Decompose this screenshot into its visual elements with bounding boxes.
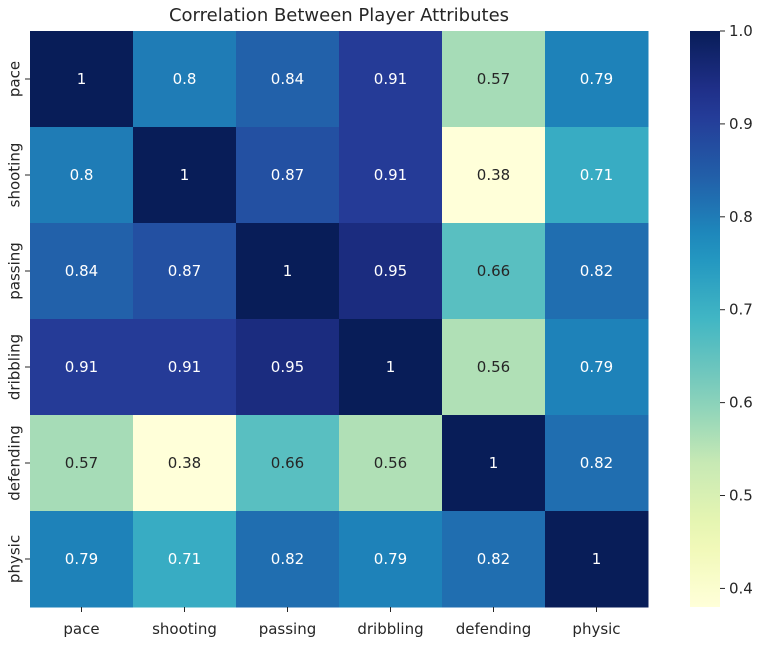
heatmap-cell-physic-passing (236, 511, 340, 608)
heatmap-cells (30, 31, 649, 608)
heatmap-cell-shooting-shooting (133, 127, 237, 224)
heatmap-cell-passing-dribbling (339, 223, 443, 320)
x-axis: pace shooting passing dribbling defending phy… (63, 607, 621, 638)
cell-value-label: 0.79 (580, 358, 613, 376)
y-tick-label-physic: physic (6, 535, 24, 583)
heatmap-cell-defending-passing (236, 415, 340, 512)
y-axis: pace shooting passing dribbling defending phy… (6, 61, 30, 583)
cell-value-label: 1 (489, 454, 499, 472)
cell-value-label: 0.87 (271, 166, 304, 184)
heatmap-cell-pace-dribbling (339, 31, 443, 128)
y-tick-label-pace: pace (6, 61, 24, 97)
heatmap-cell-dribbling-shooting (133, 319, 237, 416)
cell-value-label: 0.79 (374, 550, 407, 568)
cell-value-label: 0.71 (168, 550, 201, 568)
heatmap-cell-passing-defending (442, 223, 546, 320)
x-tick-label-physic: physic (572, 620, 620, 638)
cell-value-label: 0.82 (477, 550, 510, 568)
heatmap-cell-pace-passing (236, 31, 340, 128)
cell-value-label: 0.56 (374, 454, 407, 472)
heatmap-cell-passing-pace (30, 223, 134, 320)
cell-value-label: 0.71 (580, 166, 613, 184)
cell-value-label: 0.66 (271, 454, 304, 472)
colorbar-tick-label: 1.0 (729, 22, 753, 40)
chart-title: Correlation Between Player Attributes (169, 5, 509, 26)
heatmap-cell-physic-shooting (133, 511, 237, 608)
heatmap-cell-dribbling-pace (30, 319, 134, 416)
heatmap-cell-dribbling-dribbling (339, 319, 443, 416)
heatmap-cell-physic-physic (545, 511, 649, 608)
cell-value-label: 0.8 (173, 70, 197, 88)
cell-value-label: 1 (77, 70, 87, 88)
colorbar-tick-label: 0.6 (729, 394, 753, 412)
heatmap-cell-pace-shooting (133, 31, 237, 128)
cell-value-label: 0.91 (374, 166, 407, 184)
colorbar-tick-label: 0.5 (729, 487, 753, 505)
heatmap-cell-passing-passing (236, 223, 340, 320)
cell-value-label: 1 (386, 358, 396, 376)
cell-value-label: 0.57 (65, 454, 98, 472)
cell-value-label: 0.91 (374, 70, 407, 88)
heatmap-cell-defending-shooting (133, 415, 237, 512)
cell-value-label: 0.8 (70, 166, 94, 184)
cell-value-label: 1 (283, 262, 293, 280)
cell-value-label: 0.57 (477, 70, 510, 88)
heatmap-cell-shooting-physic (545, 127, 649, 224)
colorbar-tick-label: 0.4 (729, 579, 753, 597)
y-tick-label-shooting: shooting (6, 143, 24, 208)
x-tick-label-dribbling: dribbling (357, 620, 423, 638)
heatmap-cell-dribbling-defending (442, 319, 546, 416)
cell-value-label: 0.56 (477, 358, 510, 376)
cell-value-label: 1 (180, 166, 190, 184)
heatmap-cell-defending-defending (442, 415, 546, 512)
cell-value-label: 0.82 (580, 454, 613, 472)
cell-value-label: 0.95 (374, 262, 407, 280)
heatmap-cell-dribbling-passing (236, 319, 340, 416)
heatmap-cell-pace-defending (442, 31, 546, 128)
x-tick-label-defending: defending (456, 620, 531, 638)
y-tick-label-dribbling: dribbling (6, 334, 24, 400)
heatmap-cell-shooting-passing (236, 127, 340, 224)
heatmap-cell-shooting-pace (30, 127, 134, 224)
y-tick-label-defending: defending (6, 425, 24, 500)
cell-value-label: 0.66 (477, 262, 510, 280)
heatmap-cell-pace-pace (30, 31, 134, 128)
heatmap-cell-physic-dribbling (339, 511, 443, 608)
heatmap-cell-pace-physic (545, 31, 649, 128)
cell-value-label: 0.79 (65, 550, 98, 568)
heatmap-cell-defending-pace (30, 415, 134, 512)
colorbar-tick-label: 0.8 (729, 208, 753, 226)
heatmap-cell-dribbling-physic (545, 319, 649, 416)
cell-value-label: 0.38 (168, 454, 201, 472)
heatmap-cell-labels: 1 0.8 0.84 0.91 0.57 0.79 0.8 1 0.87 0.91 0.38 0.71… (65, 70, 613, 568)
cell-value-label: 0.82 (580, 262, 613, 280)
colorbar-tick-label: 0.7 (729, 301, 753, 319)
heatmap-cell-physic-pace (30, 511, 134, 608)
cell-value-label: 0.84 (271, 70, 304, 88)
cell-value-label: 0.87 (168, 262, 201, 280)
colorbar: 0.4 0.5 0.6 0.7 0.8 0.9 1.0 (690, 22, 753, 607)
cell-value-label: 0.82 (271, 550, 304, 568)
y-tick-label-passing: passing (6, 242, 24, 300)
x-tick-label-pace: pace (63, 620, 99, 638)
heatmap-cell-passing-shooting (133, 223, 237, 320)
cell-value-label: 0.38 (477, 166, 510, 184)
cell-value-label: 0.91 (168, 358, 201, 376)
cell-value-label: 0.84 (65, 262, 98, 280)
colorbar-gradient-bar (690, 31, 720, 607)
heatmap-cell-shooting-dribbling (339, 127, 443, 224)
heatmap-cell-defending-dribbling (339, 415, 443, 512)
cell-value-label: 0.79 (580, 70, 613, 88)
cell-value-label: 0.91 (65, 358, 98, 376)
heatmap-cell-passing-physic (545, 223, 649, 320)
cell-value-label: 1 (592, 550, 602, 568)
colorbar-tick-label: 0.9 (729, 115, 753, 133)
x-tick-label-shooting: shooting (152, 620, 217, 638)
cell-value-label: 0.95 (271, 358, 304, 376)
heatmap-cell-physic-defending (442, 511, 546, 608)
x-tick-label-passing: passing (259, 620, 317, 638)
heatmap-cell-defending-physic (545, 415, 649, 512)
heatmap-cell-shooting-defending (442, 127, 546, 224)
